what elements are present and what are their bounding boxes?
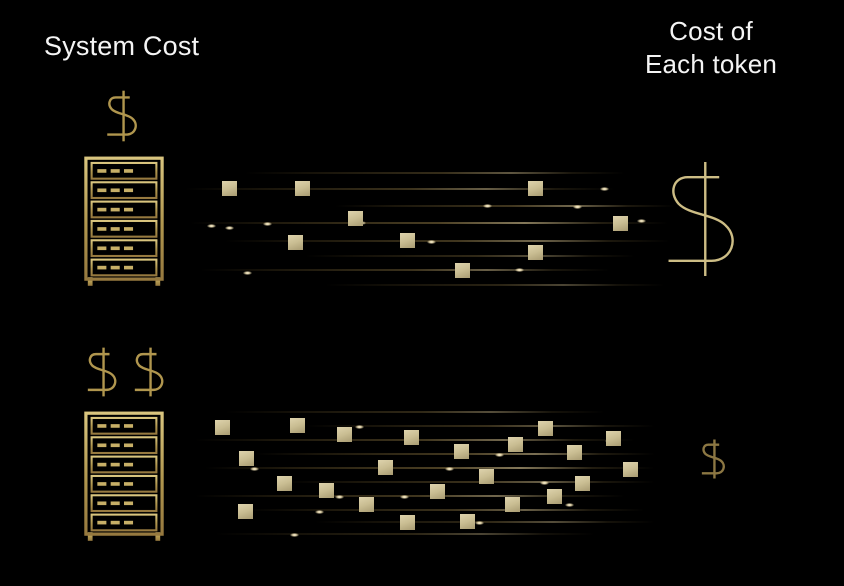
token-square — [528, 181, 543, 196]
light-glint — [335, 495, 344, 499]
motion-streak — [285, 481, 655, 483]
token-square — [290, 418, 305, 433]
token-square — [319, 483, 334, 498]
token-square — [295, 181, 310, 196]
token-square — [528, 245, 543, 260]
token-square — [400, 233, 415, 248]
token-square — [348, 211, 363, 226]
motion-streak — [225, 240, 670, 242]
light-glint — [315, 510, 324, 514]
light-glint — [573, 205, 582, 209]
light-glint — [290, 533, 299, 537]
token-square — [575, 476, 590, 491]
token-square — [238, 504, 253, 519]
motion-streak — [315, 521, 655, 523]
light-glint — [600, 187, 609, 191]
token-stream-row1 — [185, 158, 675, 293]
token-square — [288, 235, 303, 250]
motion-streak — [205, 467, 655, 469]
light-glint — [637, 219, 646, 223]
light-glint — [540, 481, 549, 485]
token-square — [455, 263, 470, 278]
light-glint — [515, 268, 524, 272]
token-square — [222, 181, 237, 196]
token-square — [378, 460, 393, 475]
small-dollar-icon — [701, 438, 727, 480]
light-glint — [263, 222, 272, 226]
token-square — [538, 421, 553, 436]
token-square — [508, 437, 523, 452]
token-square — [430, 484, 445, 499]
dollar-icon — [86, 346, 120, 398]
system-cost-label: System Cost — [44, 31, 200, 61]
token-square — [359, 497, 374, 512]
light-glint — [207, 224, 216, 228]
motion-streak — [190, 222, 668, 224]
light-glint — [427, 240, 436, 244]
token-square — [613, 216, 628, 231]
light-glint — [400, 495, 409, 499]
token-square — [460, 514, 475, 529]
token-cost-line2: Each token — [644, 49, 778, 79]
motion-streak — [185, 188, 615, 190]
light-glint — [225, 226, 234, 230]
token-square — [505, 497, 520, 512]
motion-streak — [335, 205, 675, 207]
token-square — [479, 469, 494, 484]
motion-streak — [225, 411, 605, 413]
token-cost-line1: Cost of — [669, 16, 753, 46]
motion-streak — [215, 533, 595, 535]
server-rack-icon-row2 — [84, 410, 164, 544]
motion-streak — [305, 425, 655, 427]
system-cost-dollars-row2 — [86, 346, 167, 398]
motion-streak — [245, 172, 625, 174]
motion-streak — [200, 269, 610, 271]
light-glint — [565, 503, 574, 507]
token-square — [606, 431, 621, 446]
token-square — [277, 476, 292, 491]
light-glint — [243, 271, 252, 275]
dollar-icon — [133, 346, 167, 398]
motion-streak — [195, 495, 625, 497]
server-rack-icon-row1 — [84, 155, 164, 289]
token-square — [400, 515, 415, 530]
token-square — [239, 451, 254, 466]
light-glint — [250, 467, 259, 471]
motion-streak — [305, 255, 635, 257]
token-square — [337, 427, 352, 442]
token-square — [215, 420, 230, 435]
token-square — [623, 462, 638, 477]
token-square — [454, 444, 469, 459]
light-glint — [355, 425, 364, 429]
token-cost-label: Cost of Each token — [615, 15, 807, 81]
token-square — [547, 489, 562, 504]
motion-streak — [325, 284, 665, 286]
dollar-icon — [106, 89, 140, 143]
motion-streak — [245, 509, 645, 511]
system-cost-dollars-row1 — [106, 89, 140, 143]
light-glint — [495, 453, 504, 457]
token-square — [567, 445, 582, 460]
token-stream-row2 — [195, 403, 665, 543]
large-dollar-icon — [666, 158, 742, 280]
light-glint — [483, 204, 492, 208]
token-square — [404, 430, 419, 445]
light-glint — [475, 521, 484, 525]
light-glint — [445, 467, 454, 471]
